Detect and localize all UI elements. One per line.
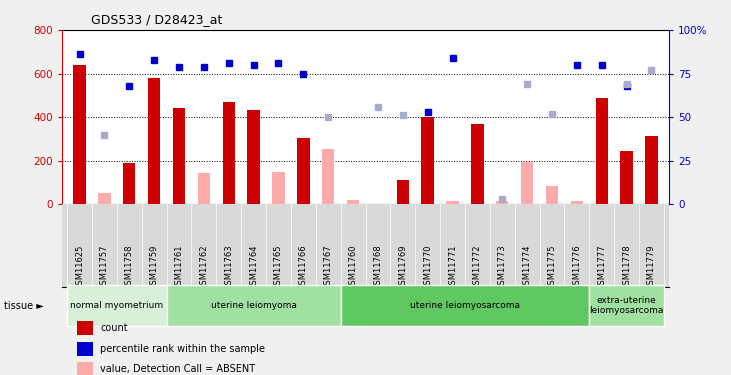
Bar <box>73 65 86 204</box>
Bar <box>173 108 185 204</box>
Bar <box>67 285 167 326</box>
Bar <box>447 201 459 204</box>
Bar <box>322 149 334 204</box>
Bar <box>596 98 608 204</box>
Bar <box>496 201 509 204</box>
Bar <box>148 78 160 204</box>
Text: tissue ►: tissue ► <box>4 301 43 310</box>
Bar <box>98 194 110 204</box>
Bar <box>521 162 534 204</box>
Text: count: count <box>100 323 128 333</box>
Bar <box>222 102 235 204</box>
Bar <box>346 200 359 204</box>
Text: uterine leiomyosarcoma: uterine leiomyosarcoma <box>410 301 520 310</box>
Bar <box>589 285 664 326</box>
Bar <box>123 163 135 204</box>
Bar <box>422 117 434 204</box>
Bar <box>471 124 484 204</box>
Text: uterine leiomyoma: uterine leiomyoma <box>211 301 297 310</box>
Text: value, Detection Call = ABSENT: value, Detection Call = ABSENT <box>100 364 255 374</box>
Text: GDS533 / D28423_at: GDS533 / D28423_at <box>91 13 223 26</box>
Bar <box>167 285 341 326</box>
Bar <box>571 201 583 204</box>
Bar <box>297 138 309 204</box>
Text: normal myometrium: normal myometrium <box>70 301 164 310</box>
Text: percentile rank within the sample: percentile rank within the sample <box>100 344 265 354</box>
Text: extra-uterine
leiomyosarcoma: extra-uterine leiomyosarcoma <box>589 296 664 315</box>
Bar <box>621 151 633 204</box>
Bar <box>247 110 260 204</box>
Bar <box>645 136 658 204</box>
Bar <box>272 172 284 204</box>
Bar <box>397 180 409 204</box>
Bar <box>546 186 558 204</box>
Bar <box>197 173 210 204</box>
Bar <box>341 285 589 326</box>
